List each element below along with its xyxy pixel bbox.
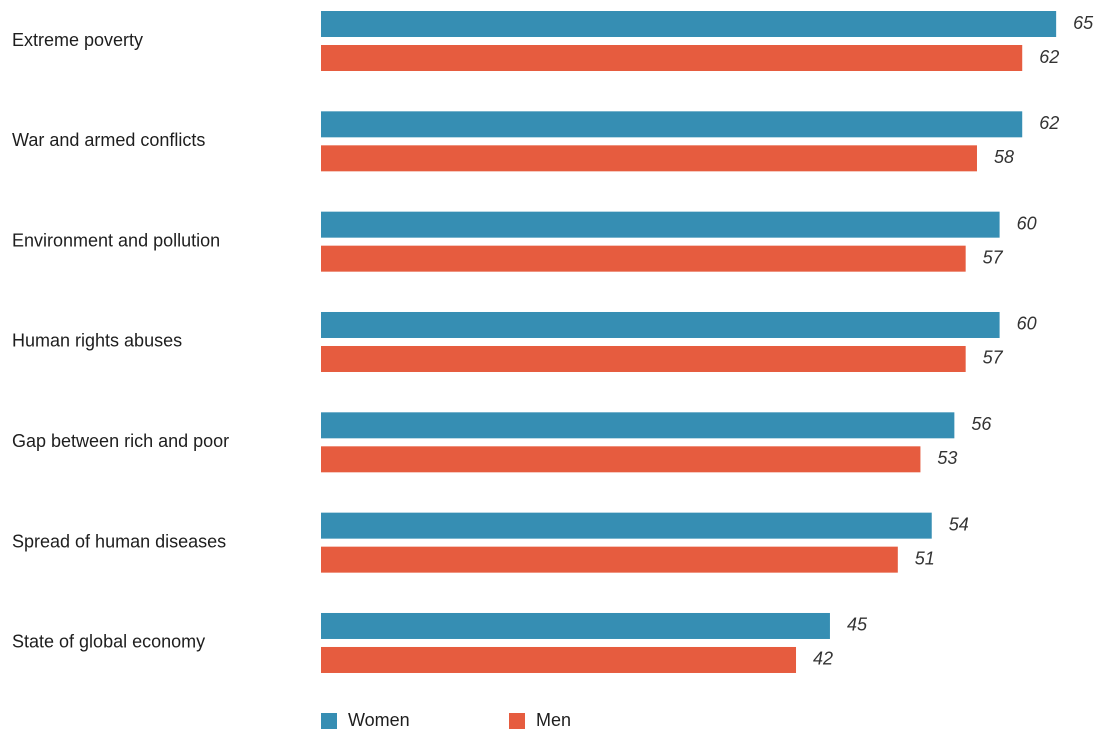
bar-women-extreme-poverty — [321, 11, 1057, 37]
value-label-women-war-and-armed-conflicts: 62 — [1039, 113, 1059, 133]
bar-women-gap-between-rich-and-poor — [321, 412, 955, 439]
bar-men-gap-between-rich-and-poor — [321, 446, 921, 473]
bar-men-extreme-poverty — [321, 45, 1023, 71]
value-label-men-gap-between-rich-and-poor: 53 — [937, 448, 957, 468]
value-label-men-spread-of-human-diseases: 51 — [915, 548, 935, 568]
bar-women-spread-of-human-diseases — [321, 512, 932, 539]
value-label-men-state-of-global-economy: 42 — [813, 649, 833, 669]
category-label-spread-of-human-diseases: Spread of human diseases — [12, 531, 226, 551]
bar-men-environment-and-pollution — [321, 245, 966, 272]
legend-label-men: Men — [536, 710, 571, 730]
category-label-human-rights-abuses: Human rights abuses — [12, 331, 182, 351]
value-label-women-extreme-poverty: 65 — [1073, 13, 1094, 33]
bars — [321, 11, 1057, 673]
bar-men-war-and-armed-conflicts — [321, 145, 977, 172]
value-label-men-war-and-armed-conflicts: 58 — [994, 147, 1014, 167]
value-label-women-environment-and-pollution: 60 — [1017, 213, 1037, 233]
value-label-men-human-rights-abuses: 57 — [983, 348, 1004, 368]
value-label-women-spread-of-human-diseases: 54 — [949, 514, 969, 534]
category-label-extreme-poverty: Extreme poverty — [12, 30, 143, 50]
bar-men-state-of-global-economy — [321, 646, 797, 673]
value-label-men-environment-and-pollution: 57 — [983, 247, 1004, 267]
value-label-women-state-of-global-economy: 45 — [847, 615, 868, 635]
category-label-gap-between-rich-and-poor: Gap between rich and poor — [12, 431, 229, 451]
category-label-state-of-global-economy: State of global economy — [12, 632, 205, 652]
legend-label-women: Women — [348, 710, 410, 730]
bar-men-human-rights-abuses — [321, 345, 966, 372]
bar-women-war-and-armed-conflicts — [321, 111, 1023, 138]
legend-swatch-men — [509, 713, 525, 729]
bar-men-spread-of-human-diseases — [321, 546, 898, 573]
value-label-women-gap-between-rich-and-poor: 56 — [971, 414, 992, 434]
bar-women-human-rights-abuses — [321, 311, 1000, 338]
legend: Women Men — [321, 710, 571, 730]
bar-women-state-of-global-economy — [321, 612, 830, 639]
value-labels: 65 62 62 58 60 57 60 57 56 53 54 51 45 42 — [813, 13, 1094, 669]
category-label-environment-and-pollution: Environment and pollution — [12, 230, 220, 250]
category-labels: Extreme poverty War and armed conflicts En… — [12, 30, 229, 652]
value-label-men-extreme-poverty: 62 — [1039, 47, 1059, 67]
legend-swatch-women — [321, 713, 337, 729]
bar-women-environment-and-pollution — [321, 211, 1000, 238]
value-label-women-human-rights-abuses: 60 — [1017, 314, 1037, 334]
category-label-war-and-armed-conflicts: War and armed conflicts — [12, 130, 205, 150]
